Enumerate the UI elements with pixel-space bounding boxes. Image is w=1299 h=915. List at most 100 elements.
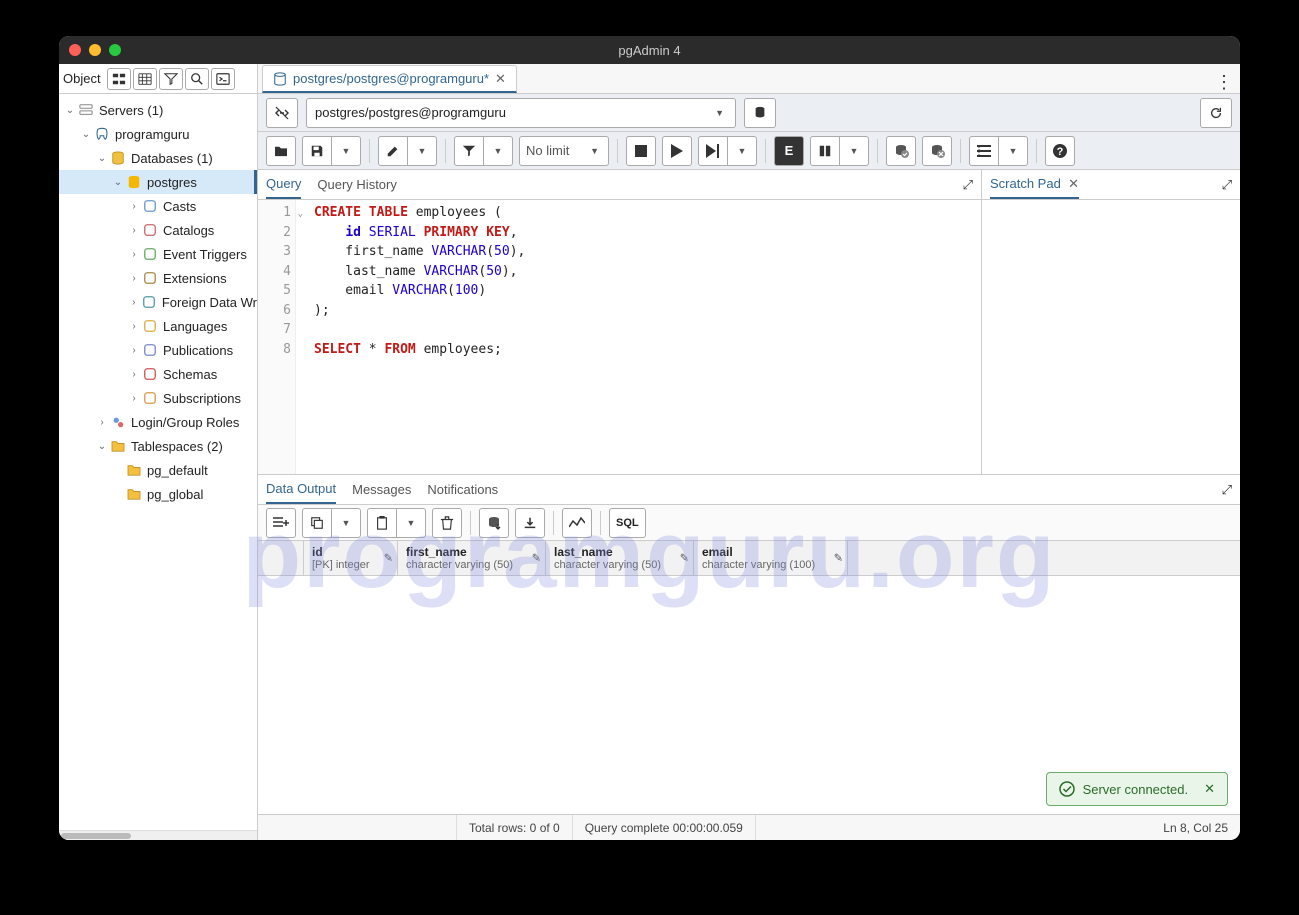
- tree-item[interactable]: ⌄postgres: [59, 170, 257, 194]
- expand-icon[interactable]: ⤢: [1222, 482, 1232, 498]
- graph-button[interactable]: [562, 508, 592, 538]
- psql-icon[interactable]: [211, 68, 235, 90]
- tree-item[interactable]: pg_global: [59, 482, 257, 506]
- edit-dropdown[interactable]: ▼: [407, 136, 437, 166]
- grid-header: id[PK] integer✎first_namecharacter varyi…: [258, 541, 1240, 576]
- statusbar: Total rows: 0 of 0 Query complete 00:00:…: [258, 814, 1240, 840]
- explain-analyze-button[interactable]: E: [774, 136, 804, 166]
- edit-button[interactable]: [378, 136, 408, 166]
- tree-item[interactable]: ›Subscriptions: [59, 386, 257, 410]
- file-tab[interactable]: postgres/postgres@programguru* ✕: [262, 65, 517, 93]
- zoom-dot[interactable]: [109, 44, 121, 56]
- more-menu-icon[interactable]: ⋮: [1212, 72, 1236, 93]
- tree-item[interactable]: ⌄Databases (1): [59, 146, 257, 170]
- paste-button[interactable]: [367, 508, 397, 538]
- close-icon[interactable]: ✕: [1068, 176, 1079, 192]
- tree-item[interactable]: ›Languages: [59, 314, 257, 338]
- tree-item[interactable]: ›Foreign Data Wr: [59, 290, 257, 314]
- main-area: postgres/postgres@programguru* ✕ ⋮ postg…: [258, 64, 1240, 840]
- code-editor[interactable]: 1⌄2345678 CREATE TABLE employees ( id SE…: [258, 200, 981, 474]
- edit-icon[interactable]: ✎: [680, 552, 689, 565]
- tab-messages[interactable]: Messages: [352, 475, 411, 504]
- object-tree[interactable]: ⌄Servers (1)⌄programguru⌄Databases (1)⌄p…: [59, 94, 257, 830]
- connection-row: postgres/postgres@programguru ▼: [258, 94, 1240, 132]
- sidebar-scrollbar[interactable]: [59, 830, 257, 840]
- tree-item[interactable]: ⌄Tablespaces (2): [59, 434, 257, 458]
- tree-item[interactable]: ⌄Servers (1): [59, 98, 257, 122]
- save-dropdown[interactable]: ▼: [331, 136, 361, 166]
- results-toolbar: ▼ ▼ SQL: [258, 505, 1240, 541]
- app-window: pgAdmin 4 Object ⌄Servers (1)⌄programgur…: [59, 36, 1240, 840]
- macros-button[interactable]: [969, 136, 999, 166]
- column-header[interactable]: first_namecharacter varying (50)✎: [398, 541, 546, 575]
- svg-text:?: ?: [1057, 146, 1064, 158]
- connection-status-icon[interactable]: [266, 98, 298, 128]
- commit-dropdown[interactable]: ▼: [839, 136, 869, 166]
- query-pane: Query Query History ⤢ 1⌄2345678 CREATE T…: [258, 170, 982, 474]
- tab-scratch-pad[interactable]: Scratch Pad ✕: [990, 170, 1079, 199]
- search-icon[interactable]: [185, 68, 209, 90]
- edit-icon[interactable]: ✎: [532, 552, 541, 565]
- titlebar: pgAdmin 4: [59, 36, 1240, 64]
- tree-item[interactable]: pg_default: [59, 458, 257, 482]
- expand-icon[interactable]: ⤢: [963, 177, 973, 193]
- tree-item[interactable]: ›Event Triggers: [59, 242, 257, 266]
- filter-dropdown[interactable]: ▼: [483, 136, 513, 166]
- copy-button[interactable]: [302, 508, 332, 538]
- tab-data-output[interactable]: Data Output: [266, 475, 336, 504]
- stop-button[interactable]: [626, 136, 656, 166]
- copy-dropdown[interactable]: ▼: [331, 508, 361, 538]
- delete-button[interactable]: [432, 508, 462, 538]
- save-data-button[interactable]: [479, 508, 509, 538]
- help-button[interactable]: ?: [1045, 136, 1075, 166]
- filter-rows-icon[interactable]: [159, 68, 183, 90]
- scratch-content[interactable]: [982, 200, 1240, 474]
- reset-layout-icon[interactable]: [1200, 98, 1232, 128]
- file-tabbar: postgres/postgres@programguru* ✕ ⋮: [258, 64, 1240, 94]
- app-body: Object ⌄Servers (1)⌄programguru⌄Database…: [59, 64, 1240, 840]
- tree-item[interactable]: ›Extensions: [59, 266, 257, 290]
- tree-item[interactable]: ›Catalogs: [59, 218, 257, 242]
- limit-select[interactable]: No limit▼: [519, 136, 609, 166]
- chevron-down-icon: ▼: [712, 108, 727, 118]
- code-lines: CREATE TABLE employees ( id SERIAL PRIMA…: [296, 200, 525, 474]
- minimize-dot[interactable]: [89, 44, 101, 56]
- server-icon[interactable]: [744, 98, 776, 128]
- edit-icon[interactable]: ✎: [834, 552, 843, 565]
- tree-item[interactable]: ›Casts: [59, 194, 257, 218]
- explain-button[interactable]: [698, 136, 728, 166]
- open-file-button[interactable]: [266, 136, 296, 166]
- paste-dropdown[interactable]: ▼: [396, 508, 426, 538]
- save-button[interactable]: [302, 136, 332, 166]
- commit-button[interactable]: [810, 136, 840, 166]
- traffic-lights: [69, 44, 121, 56]
- edit-icon[interactable]: ✎: [384, 552, 393, 565]
- auto-commit-icon[interactable]: [886, 136, 916, 166]
- tree-item[interactable]: ›Publications: [59, 338, 257, 362]
- connection-select[interactable]: postgres/postgres@programguru ▼: [306, 98, 736, 128]
- close-icon[interactable]: ✕: [1204, 781, 1215, 797]
- tree-item[interactable]: ›Login/Group Roles: [59, 410, 257, 434]
- close-icon[interactable]: ✕: [495, 71, 506, 87]
- expand-icon[interactable]: ⤢: [1222, 177, 1232, 193]
- column-header[interactable]: last_namecharacter varying (50)✎: [546, 541, 694, 575]
- tab-notifications[interactable]: Notifications: [427, 475, 498, 504]
- filter-button[interactable]: [454, 136, 484, 166]
- macros-dropdown[interactable]: ▼: [998, 136, 1028, 166]
- window-title: pgAdmin 4: [618, 43, 680, 58]
- column-header[interactable]: emailcharacter varying (100)✎: [694, 541, 848, 575]
- close-dot[interactable]: [69, 44, 81, 56]
- add-row-button[interactable]: [266, 508, 296, 538]
- auto-rollback-icon[interactable]: [922, 136, 952, 166]
- tab-query-history[interactable]: Query History: [317, 170, 396, 199]
- explain-dropdown[interactable]: ▼: [727, 136, 757, 166]
- execute-button[interactable]: [662, 136, 692, 166]
- column-header[interactable]: id[PK] integer✎: [304, 541, 398, 575]
- tree-item[interactable]: ⌄programguru: [59, 122, 257, 146]
- tab-query[interactable]: Query: [266, 170, 301, 199]
- grid-icon[interactable]: [133, 68, 157, 90]
- sql-button[interactable]: SQL: [609, 508, 646, 538]
- tree-item[interactable]: ›Schemas: [59, 362, 257, 386]
- download-button[interactable]: [515, 508, 545, 538]
- properties-icon[interactable]: [107, 68, 131, 90]
